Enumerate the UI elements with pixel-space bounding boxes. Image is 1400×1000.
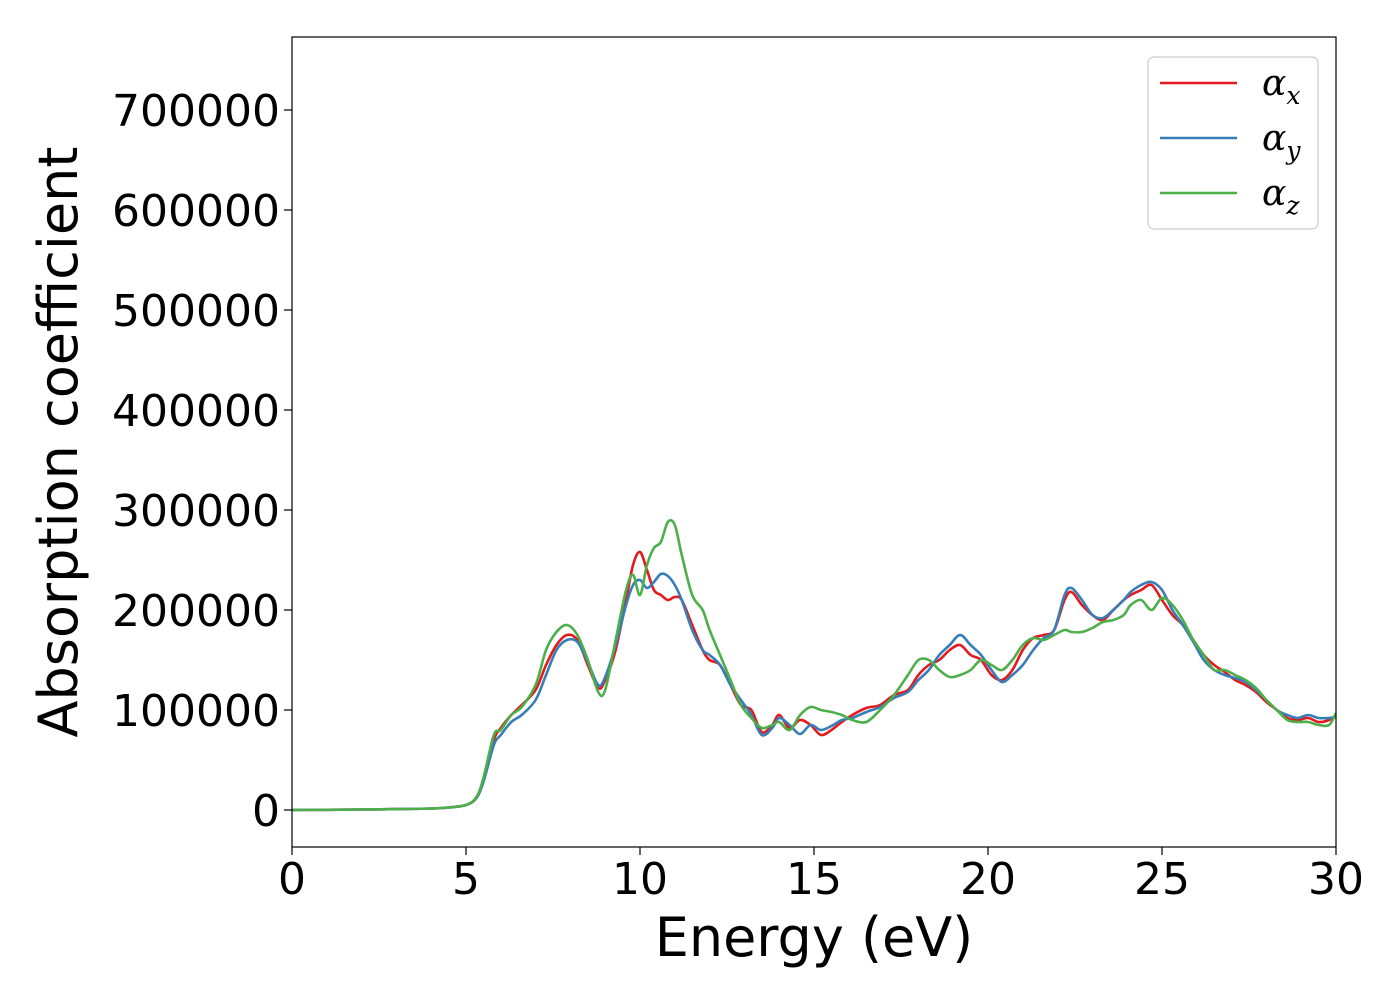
y-tick-label: 400000	[112, 386, 280, 437]
plot-area	[291, 36, 1337, 848]
y-tick-label: 200000	[112, 586, 280, 637]
y-tick-label: 100000	[112, 686, 280, 737]
x-axis-title: Energy (eV)	[655, 906, 974, 969]
legend-label-y: αy	[1262, 118, 1301, 165]
legend-box	[1147, 56, 1319, 230]
legend-label-symbol: α	[1262, 118, 1286, 159]
x-tick-label: 25	[1134, 854, 1190, 905]
legend-label-symbol: α	[1262, 173, 1286, 214]
x-tick-label: 0	[278, 854, 306, 905]
legend-label-subscript: y	[1285, 136, 1301, 165]
y-tick-label: 0	[252, 786, 280, 837]
y-axis-title: Absorption coefficient	[27, 147, 90, 738]
series-line-z	[292, 518, 1336, 812]
x-tick-label: 10	[612, 854, 668, 905]
legend-label-z: αz	[1262, 173, 1300, 220]
x-tick-label: 15	[786, 854, 842, 905]
x-tick-label: 20	[960, 854, 1016, 905]
x-tick-label: 30	[1308, 854, 1364, 905]
y-tick-label: 500000	[112, 286, 280, 337]
y-tick-label: 300000	[112, 486, 280, 537]
y-tick-label: 600000	[112, 186, 280, 237]
legend-label-x: αx	[1262, 63, 1300, 110]
x-tick-label: 5	[452, 854, 480, 905]
legend-label-subscript: z	[1285, 191, 1300, 220]
y-axis-ticks: 0 100000 200000 300000 400000 500000 600000 700…	[112, 86, 292, 837]
x-axis-ticks: 0 5 10 15 20 25 30	[278, 847, 1364, 905]
legend-label-symbol: α	[1262, 63, 1286, 104]
series-layer	[292, 518, 1336, 812]
legend-label-subscript: x	[1286, 81, 1300, 110]
y-tick-label: 700000	[112, 86, 280, 137]
